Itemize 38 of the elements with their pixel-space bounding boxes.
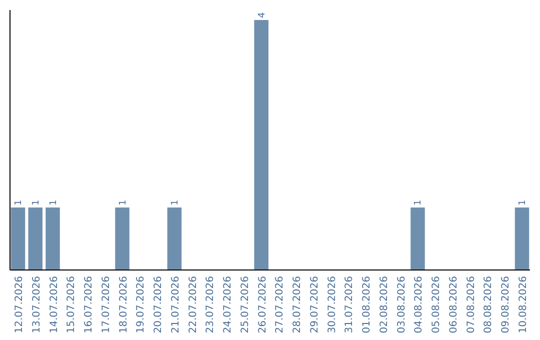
x-tick-label: 25.07.2026 (240, 276, 251, 334)
x-tick-label: 12.07.2026 (14, 276, 25, 334)
x-tick-label: 08.08.2026 (483, 276, 494, 334)
x-tick-label: 21.07.2026 (170, 276, 182, 334)
x-tick-label: 10.08.2026 (518, 276, 530, 334)
x-tick-label: 28.07.2026 (292, 276, 304, 334)
data-label: 1 (518, 200, 528, 206)
x-tick-label: 20.07.2026 (153, 276, 164, 334)
x-tick-label: 15.07.2026 (66, 276, 78, 334)
x-tick-label: 31.07.2026 (344, 276, 356, 334)
x-tick-label: 26.07.2026 (257, 276, 268, 334)
data-label: 1 (31, 200, 42, 206)
x-tick-label: 18.07.2026 (118, 276, 130, 334)
data-label: 1 (14, 200, 24, 206)
x-tick-label: 29.07.2026 (309, 276, 320, 334)
x-tick-label: 06.08.2026 (448, 276, 460, 334)
x-tick-label: 02.08.2026 (378, 276, 390, 334)
data-label: 1 (414, 200, 424, 206)
x-tick-label: 13.07.2026 (31, 276, 42, 334)
x-tick-label: 07.08.2026 (466, 276, 477, 334)
x-tick-label: 09.08.2026 (500, 276, 512, 334)
data-label: 1 (170, 200, 180, 206)
x-tick-label: 14.07.2026 (48, 276, 60, 334)
x-tick-label: 03.08.2026 (396, 276, 408, 334)
x-tick-label: 16.07.2026 (84, 276, 95, 334)
x-tick-label: 17.07.2026 (100, 276, 112, 334)
x-tick-label: 19.07.2026 (136, 276, 147, 334)
x-tick-label: 23.07.2026 (205, 276, 216, 334)
data-label: 4 (257, 12, 268, 18)
x-tick-label: 30.07.2026 (326, 276, 338, 334)
data-label: 1 (48, 200, 59, 206)
x-tick-label: 05.08.2026 (431, 276, 442, 334)
x-tick-label: 04.08.2026 (414, 276, 425, 334)
data-label: 1 (118, 200, 128, 206)
x-tick-label: 24.07.2026 (222, 276, 234, 334)
x-tick-label: 27.07.2026 (274, 276, 286, 334)
x-tick-label: 22.07.2026 (188, 276, 199, 334)
x-tick-label: 01.08.2026 (362, 276, 373, 334)
